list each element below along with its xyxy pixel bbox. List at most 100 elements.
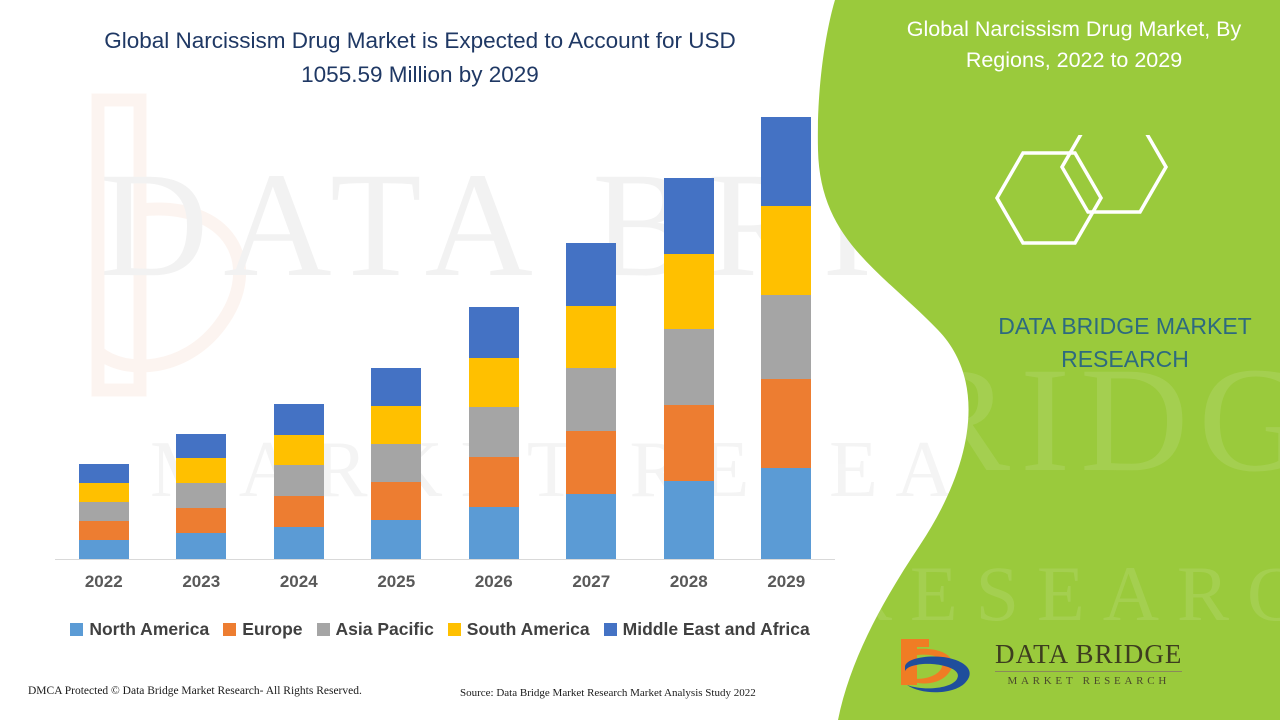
legend-item[interactable]: South America — [447, 618, 590, 640]
stacked-bar-chart — [55, 110, 835, 560]
legend-label: Asia Pacific — [335, 618, 434, 639]
legend-label: North America — [89, 618, 210, 639]
legend-label: Middle East and Africa — [622, 618, 810, 639]
x-axis-label-2022: 2022 — [84, 572, 123, 591]
chart-x-axis-line — [55, 559, 835, 560]
chart-x-axis-labels: 2022 2023 2024 2025 2026 2027 2028 2029 — [55, 572, 835, 598]
legend-item[interactable]: Middle East and Africa — [603, 618, 810, 640]
panel-title: Global Narcissism Drug Market, By Region… — [906, 17, 1242, 72]
chart-plot-area — [55, 110, 835, 560]
stacked-bar — [176, 433, 227, 559]
bar-segment — [663, 253, 714, 330]
bar-segment — [371, 368, 422, 407]
bar-segment — [468, 407, 519, 458]
legend-swatch-icon — [603, 622, 617, 636]
stacked-bar — [761, 117, 812, 559]
bar-column-2027 — [546, 242, 636, 559]
data-bridge-logo: DATA BRIDGE MARKET RESEARCH — [895, 633, 1235, 699]
chart-bars — [55, 110, 835, 559]
logo-subtitle: MARKET RESEARCH — [1007, 675, 1171, 687]
bar-segment — [468, 306, 519, 358]
x-axis-label-2025: 2025 — [377, 572, 416, 591]
bar-segment — [176, 458, 227, 484]
bar-segment — [176, 532, 227, 559]
bar-segment — [468, 506, 519, 559]
legend-swatch-icon — [223, 622, 237, 636]
x-axis-label-2027: 2027 — [572, 572, 611, 591]
bar-segment — [566, 242, 617, 306]
x-axis-label-2026: 2026 — [474, 572, 513, 591]
bar-segment — [273, 496, 324, 528]
footer-dmca-notice: DMCA Protected © Data Bridge Market Rese… — [28, 685, 362, 697]
brand-name: DATA BRIDGE MARKET RESEARCH — [960, 310, 1280, 375]
bar-segment — [78, 502, 129, 522]
logo-wordmark: DATA BRIDGE MARKET RESEARCH — [995, 639, 1183, 687]
bar-segment — [371, 482, 422, 520]
stacked-bar — [78, 464, 129, 559]
footer-source-note: Source: Data Bridge Market Research Mark… — [460, 687, 756, 699]
bar-column-2029 — [741, 117, 831, 559]
legend-swatch-icon — [447, 622, 461, 636]
bar-column-2028 — [644, 177, 734, 559]
bar-segment — [371, 444, 422, 483]
hexagon-graphic — [994, 135, 1169, 245]
bar-segment — [566, 493, 617, 559]
legend-label: Europe — [242, 618, 303, 639]
legend-swatch-icon — [70, 622, 84, 636]
hexagon-2022-shape — [1059, 135, 1169, 214]
svg-text:BRIDGE: BRIDGE — [810, 337, 1280, 503]
bar-segment — [78, 540, 129, 559]
bar-segment — [176, 483, 227, 509]
chart-legend: North America Europe Asia Pacific South Ame… — [40, 616, 840, 642]
bar-column-2023 — [156, 433, 246, 559]
bar-segment — [663, 405, 714, 481]
bar-segment — [566, 368, 617, 432]
bar-segment — [468, 457, 519, 507]
stacked-bar — [663, 177, 714, 559]
data-bridge-logo-mark-icon — [901, 639, 970, 693]
bar-segment — [761, 467, 812, 559]
bar-segment — [663, 177, 714, 254]
x-axis-label-2024: 2024 — [279, 572, 318, 591]
stacked-bar — [273, 403, 324, 559]
x-axis-label-2023: 2023 — [182, 572, 221, 591]
bar-segment — [371, 519, 422, 559]
bar-segment — [273, 403, 324, 435]
page-title: Global Narcissism Drug Market is Expecte… — [104, 28, 736, 88]
bar-segment — [761, 117, 812, 207]
bar-segment — [761, 379, 812, 468]
x-axis-label-2029: 2029 — [767, 572, 806, 591]
stacked-bar — [566, 242, 617, 559]
bar-segment — [273, 434, 324, 466]
bar-segment — [78, 521, 129, 541]
legend-item[interactable]: Asia Pacific — [316, 618, 434, 640]
x-axis-label-2028: 2028 — [669, 572, 708, 591]
legend-label: South America — [466, 618, 590, 639]
bar-column-2024 — [254, 403, 344, 559]
bar-segment — [78, 483, 129, 503]
bar-segment — [566, 431, 617, 494]
bar-segment — [371, 406, 422, 445]
green-panel-shape: BRIDGE RESEARCH — [810, 0, 1280, 720]
bar-segment — [663, 480, 714, 559]
bar-segment — [761, 206, 812, 295]
bar-column-2022 — [59, 464, 149, 559]
bar-segment — [78, 464, 129, 484]
legend-item[interactable]: Europe — [223, 618, 303, 640]
bar-segment — [468, 357, 519, 408]
stacked-bar — [371, 368, 422, 559]
legend-item[interactable]: North America — [70, 619, 209, 640]
bar-column-2026 — [449, 306, 539, 559]
bar-segment — [176, 508, 227, 533]
svg-text:RESEARCH: RESEARCH — [840, 550, 1280, 637]
bar-segment — [663, 329, 714, 406]
logo-title: DATA BRIDGE — [995, 639, 1183, 672]
bar-segment — [761, 294, 812, 380]
bar-segment — [176, 433, 227, 459]
bar-segment — [273, 527, 324, 559]
bar-column-2025 — [351, 368, 441, 559]
stacked-bar — [468, 306, 519, 559]
legend-swatch-icon — [316, 622, 330, 636]
